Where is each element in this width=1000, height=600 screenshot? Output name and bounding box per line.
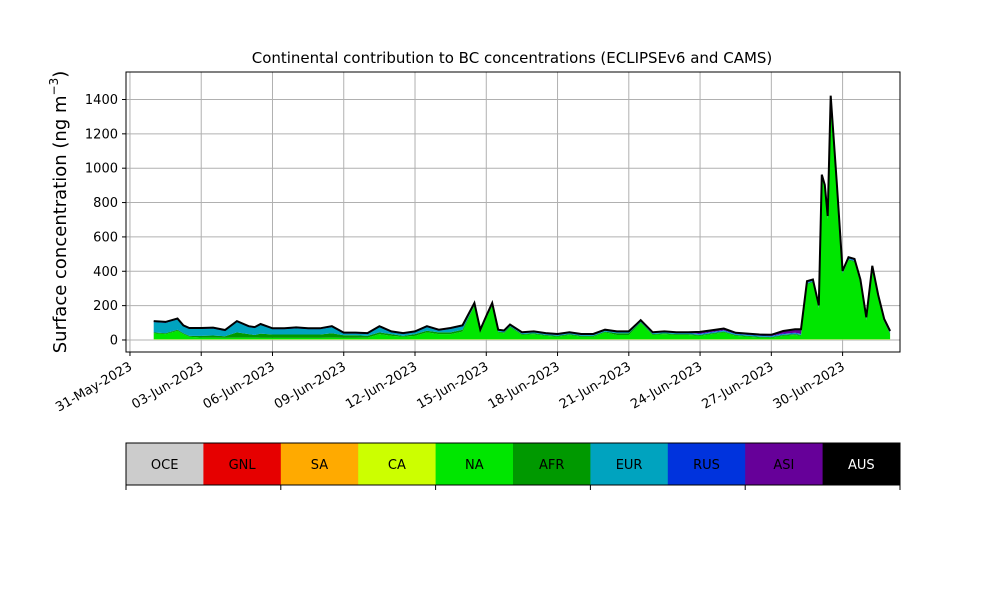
area-na [153,98,891,340]
total-line [153,95,891,336]
y-tick-label: 1400 [85,93,118,108]
legend-label-sa: SA [311,458,328,473]
chart-title: Continental contribution to BC concentra… [252,49,773,67]
area-asi [153,95,891,336]
x-tick-label: 30-Jun-2023 [771,359,848,412]
area-rus [153,96,891,337]
legend-label-asi: ASI [773,458,794,473]
legend-label-aus: AUS [848,458,875,473]
x-tick-label: 09-Jun-2023 [272,359,349,412]
y-axis-label-close: ) [50,71,71,78]
legend-label-afr: AFR [539,458,564,473]
legend-swatch-oce [126,443,204,485]
legend-swatch-aus [822,443,901,485]
legend-swatch-afr [513,443,591,485]
legend-border [125,442,901,486]
x-tick-label: 31-May-2023 [53,359,135,415]
legend-label-oce: OCE [151,458,179,473]
y-tick-label: 800 [93,196,118,211]
x-tick-label: 12-Jun-2023 [343,359,420,412]
x-tick-label: 27-Jun-2023 [700,359,777,412]
y-tick-label: 400 [93,265,118,280]
legend-swatch-na [435,443,514,485]
y-axis-label: Surface concentration (ng m−3) [47,71,71,354]
legend-swatch-gnl [203,443,282,485]
y-tick-label: 200 [93,299,118,314]
legend-label-eur: EUR [616,458,643,473]
legend-label-na: NA [465,458,484,473]
y-tick-label: 600 [93,230,118,245]
y-tick-label: 0 [110,333,118,348]
legend-swatch-asi [745,443,824,485]
x-tick-label: 21-Jun-2023 [557,359,634,412]
legend-label-rus: RUS [693,458,720,473]
y-axis: 0 200 400 600 800 1000 1200 1400 [85,93,126,348]
area-eur [153,97,891,338]
x-axis: 31-May-202303-Jun-202306-Jun-202309-Jun-… [53,352,848,415]
legend-label-ca: CA [388,458,406,473]
grid-lines [126,72,900,352]
legend-swatch-rus [667,443,746,485]
plot-border [125,71,901,353]
x-tick-label: 18-Jun-2023 [486,359,563,412]
y-tick-label: 1000 [85,162,118,177]
y-axis-label-superscript: −3 [47,78,61,96]
legend-swatch-ca [358,443,437,485]
x-tick-label: 03-Jun-2023 [129,359,206,412]
x-tick-label: 06-Jun-2023 [201,359,278,412]
x-tick-label: 15-Jun-2023 [414,359,491,412]
y-axis-label-text: Surface concentration (ng m [50,95,71,353]
legend-label-gnl: GNL [229,458,257,473]
legend-colorbar: OCE GNL SA CA NA AFR EUR RUS ASI AUS [125,442,901,490]
y-tick-label: 1200 [85,127,118,142]
stacked-areas [153,95,891,340]
legend-swatch-eur [590,443,669,485]
legend-swatch-sa [280,443,359,485]
x-tick-label: 24-Jun-2023 [628,359,705,412]
plot-frame [125,71,901,353]
